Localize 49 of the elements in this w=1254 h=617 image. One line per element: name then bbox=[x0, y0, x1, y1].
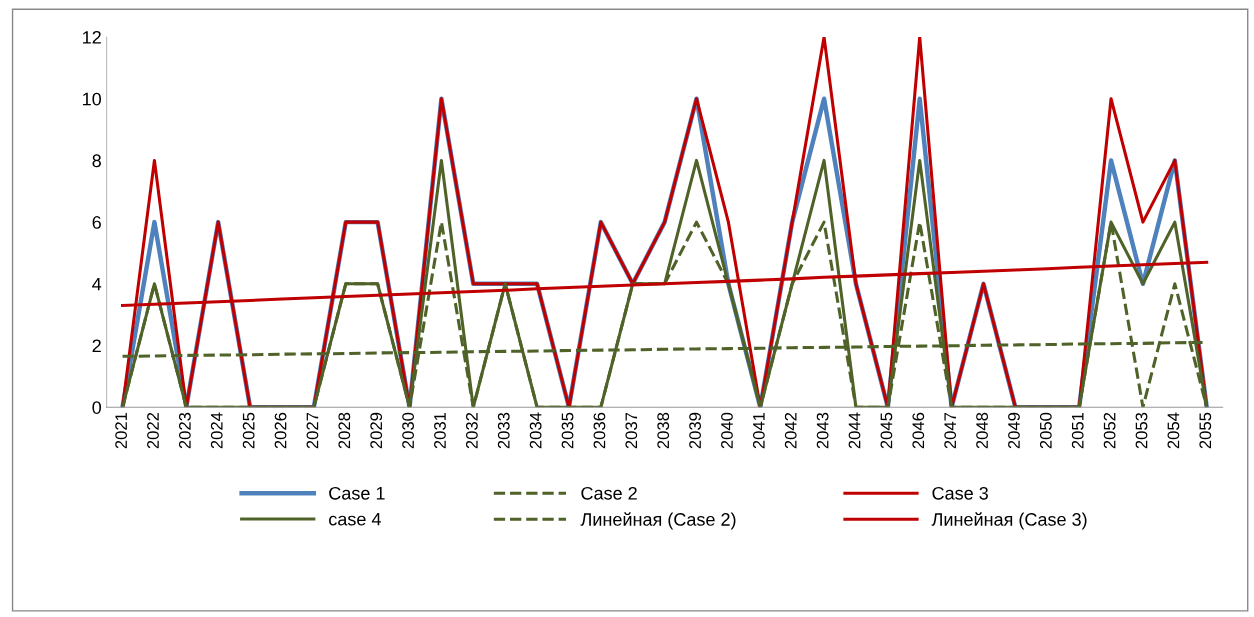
legend-label: Линейная (Case 2) bbox=[580, 512, 736, 530]
x-tick-label: 2039 bbox=[689, 412, 701, 449]
legend-label: Case 3 bbox=[932, 486, 988, 500]
legend-label: case 4 bbox=[329, 512, 381, 526]
legend-label: Case 1 bbox=[329, 486, 385, 500]
x-tick-label: 2024 bbox=[210, 412, 223, 449]
x-tick-label: 2040 bbox=[721, 412, 733, 449]
x-tick-label: 2043 bbox=[816, 412, 829, 449]
x-tick-label: 2054 bbox=[1167, 412, 1180, 449]
legend-label: Case 2 bbox=[581, 486, 637, 500]
x-tick-label: 2035 bbox=[561, 412, 574, 449]
x-tick-label: 2041 bbox=[752, 412, 765, 449]
legend-label: Линейная (Case 3) bbox=[931, 512, 1087, 530]
x-tick-label: 2028 bbox=[338, 412, 351, 449]
x-tick-label: 2036 bbox=[593, 412, 606, 449]
x-tick-label: 2050 bbox=[1039, 412, 1052, 449]
x-tick-label: 2044 bbox=[848, 412, 861, 449]
y-tick-label: 8 bbox=[92, 154, 101, 168]
y-tick-label: 12 bbox=[83, 30, 101, 44]
x-tick-label: 2042 bbox=[784, 412, 797, 449]
x-tick-label: 2030 bbox=[402, 412, 414, 449]
x-tick-label: 2029 bbox=[370, 412, 383, 449]
x-tick-label: 2031 bbox=[434, 412, 446, 449]
y-tick-label: 10 bbox=[83, 92, 102, 106]
x-tick-label: 2033 bbox=[497, 412, 510, 449]
x-tick-label: 2052 bbox=[1103, 412, 1116, 449]
x-tick-label: 2034 bbox=[529, 412, 542, 449]
x-tick-label: 2032 bbox=[465, 412, 478, 449]
x-tick-label: 2053 bbox=[1135, 412, 1148, 449]
y-tick-label: 4 bbox=[92, 277, 102, 291]
x-tick-label: 2022 bbox=[147, 412, 159, 449]
x-tick-label: 2025 bbox=[242, 412, 255, 449]
y-tick-label: 2 bbox=[92, 339, 101, 353]
x-tick-label: 2055 bbox=[1199, 412, 1212, 449]
x-tick-label: 2023 bbox=[178, 412, 191, 449]
x-tick-label: 2038 bbox=[657, 412, 670, 449]
x-tick-label: 2027 bbox=[306, 412, 319, 449]
x-tick-label: 2026 bbox=[274, 412, 287, 449]
y-tick-label: 0 bbox=[92, 401, 102, 414]
x-tick-label: 2051 bbox=[1071, 412, 1084, 449]
x-tick-label: 2048 bbox=[976, 412, 988, 449]
line-series bbox=[121, 37, 1209, 408]
x-tick-label: 2045 bbox=[880, 412, 893, 449]
x-tick-label: 2021 bbox=[115, 412, 128, 449]
x-tick-label: 2047 bbox=[944, 412, 957, 449]
y-tick-label: 6 bbox=[92, 216, 101, 229]
x-tick-label: 2037 bbox=[625, 412, 638, 449]
x-tick-label: 2046 bbox=[912, 412, 925, 449]
x-tick-label: 2049 bbox=[1008, 412, 1020, 449]
